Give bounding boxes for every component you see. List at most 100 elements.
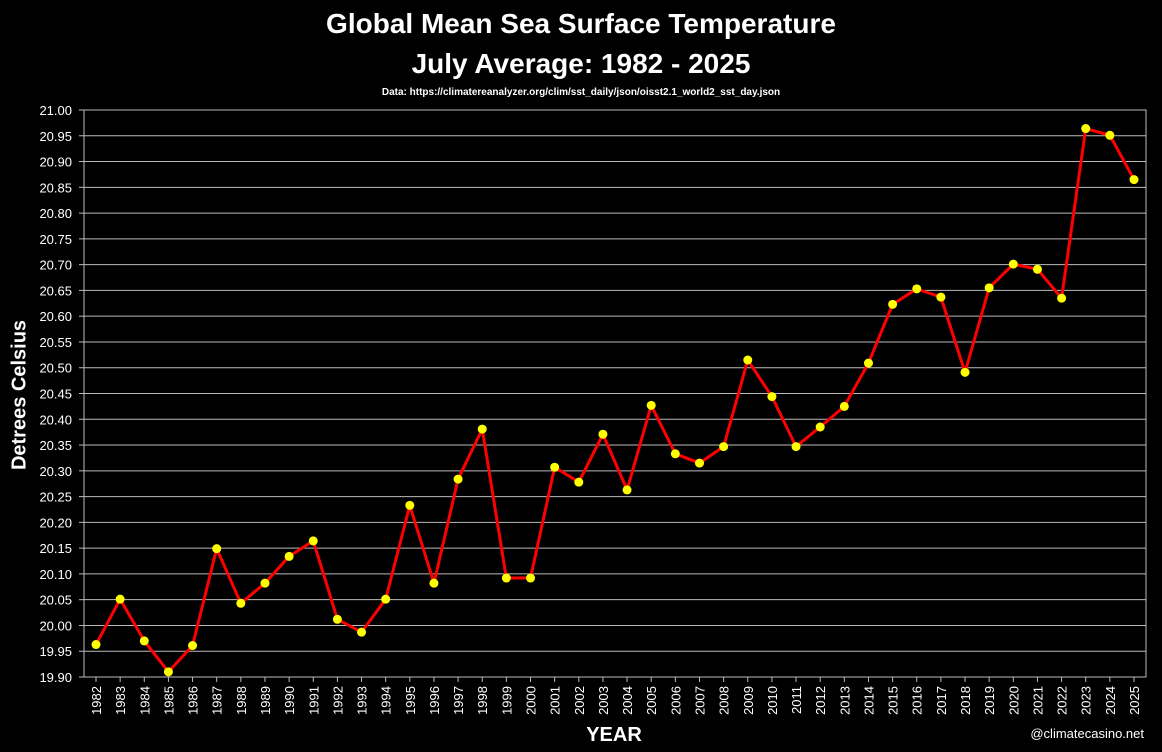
x-tick-label: 2017 — [934, 686, 949, 715]
x-tick-label: 2016 — [910, 686, 925, 715]
x-tick-label: 1996 — [427, 686, 442, 715]
x-tick-label: 1990 — [282, 686, 297, 715]
y-tick-label: 19.90 — [39, 670, 72, 685]
data-point — [188, 641, 198, 651]
x-tick-label: 1995 — [403, 686, 418, 715]
data-point — [984, 283, 994, 293]
x-tick-label: 2009 — [741, 686, 756, 715]
x-tick-label: 1983 — [113, 686, 128, 715]
data-point — [284, 551, 294, 561]
x-tick-label: 1999 — [499, 686, 514, 715]
y-tick-label: 20.30 — [39, 464, 72, 479]
data-point — [888, 299, 898, 309]
y-tick-label: 21.00 — [39, 103, 72, 118]
data-point — [212, 544, 222, 554]
x-tick-label: 2000 — [524, 686, 539, 715]
chart-title: Global Mean Sea Surface Temperature — [326, 8, 836, 39]
x-tick-label: 1982 — [89, 686, 104, 715]
gridlines — [84, 109, 1146, 678]
data-point — [332, 614, 342, 624]
y-tick-label: 20.15 — [39, 541, 72, 556]
y-tick-label: 20.90 — [39, 155, 72, 170]
data-point — [863, 358, 873, 368]
data-point — [694, 458, 704, 468]
series-line — [94, 127, 1136, 674]
x-tick-label: 2025 — [1127, 686, 1142, 715]
y-tick-label: 20.00 — [39, 618, 72, 633]
y-tick-label: 20.60 — [39, 309, 72, 324]
credit-label: @climatecasino.net — [1030, 726, 1144, 741]
data-point — [1105, 130, 1115, 140]
y-tick-label: 19.95 — [39, 644, 72, 659]
data-point — [453, 474, 463, 484]
y-tick-label: 20.75 — [39, 232, 72, 247]
y-tick-label: 20.20 — [39, 515, 72, 530]
x-tick-label: 2024 — [1103, 686, 1118, 715]
data-source-note: Data: https://climatereanalyzer.org/clim… — [381, 87, 781, 98]
y-tick-label: 20.45 — [39, 387, 72, 402]
data-point — [670, 449, 680, 459]
data-point — [163, 667, 173, 677]
y-tick-label: 20.55 — [39, 335, 72, 350]
data-point — [260, 578, 270, 588]
x-tick-label: 1993 — [355, 686, 370, 715]
data-point — [574, 477, 584, 487]
data-point — [743, 355, 753, 365]
data-point — [381, 594, 391, 604]
data-point — [91, 640, 101, 650]
data-point — [936, 292, 946, 302]
x-tick-label: 2018 — [958, 686, 973, 715]
data-point — [357, 627, 367, 637]
data-point — [236, 598, 246, 608]
x-tick-label: 1997 — [451, 686, 466, 715]
y-tick-label: 20.95 — [39, 129, 72, 144]
data-point — [1008, 259, 1018, 269]
y-tick-label: 20.10 — [39, 567, 72, 582]
data-point — [719, 442, 729, 452]
data-point — [308, 536, 318, 546]
y-axis-label: Detrees Celsius — [8, 319, 31, 471]
x-tick-label: 2005 — [644, 686, 659, 715]
data-point — [115, 594, 125, 604]
data-point — [646, 400, 656, 410]
data-point — [477, 424, 487, 434]
x-tick-label: 2002 — [572, 686, 587, 715]
x-tick-label: 1985 — [161, 686, 176, 715]
data-point — [429, 578, 439, 588]
data-point — [501, 573, 511, 583]
y-tick-label: 20.65 — [39, 283, 72, 298]
y-tick-label: 20.25 — [39, 490, 72, 505]
x-tick-label: 2023 — [1079, 686, 1094, 715]
y-tick-label: 20.05 — [39, 593, 72, 608]
x-tick-label: 2021 — [1030, 686, 1045, 715]
x-tick-label: 1987 — [210, 686, 225, 715]
x-tick-label: 2022 — [1055, 686, 1070, 715]
x-tick-label: 2014 — [861, 686, 876, 715]
data-point — [912, 284, 922, 294]
x-tick-label: 2007 — [692, 686, 707, 715]
data-point — [815, 422, 825, 432]
data-point — [598, 429, 608, 439]
x-tick-label: 1992 — [330, 686, 345, 715]
x-tick-label: 1998 — [475, 686, 490, 715]
y-tick-label: 20.50 — [39, 361, 72, 376]
data-point — [1129, 175, 1139, 185]
x-tick-label: 2013 — [837, 686, 852, 715]
x-tick-label: 2008 — [717, 686, 732, 715]
x-tick-label: 1984 — [137, 686, 152, 715]
data-points — [91, 124, 1139, 677]
y-tick-label: 20.40 — [39, 412, 72, 427]
x-tick-label: 1989 — [258, 686, 273, 715]
x-tick-label: 2006 — [668, 686, 683, 715]
x-tick-label: 2004 — [620, 686, 635, 715]
x-tick-label: 2001 — [548, 686, 563, 715]
y-tick-label: 20.35 — [39, 438, 72, 453]
y-tick-label: 20.85 — [39, 180, 72, 195]
x-tick-label: 2010 — [765, 686, 780, 715]
data-point — [1032, 264, 1042, 274]
x-tick-label: 2003 — [596, 686, 611, 715]
x-tick-label: 2011 — [789, 686, 804, 714]
chart-subtitle: July Average: 1982 - 2025 — [411, 48, 751, 79]
x-tick-label: 2020 — [1006, 686, 1021, 715]
